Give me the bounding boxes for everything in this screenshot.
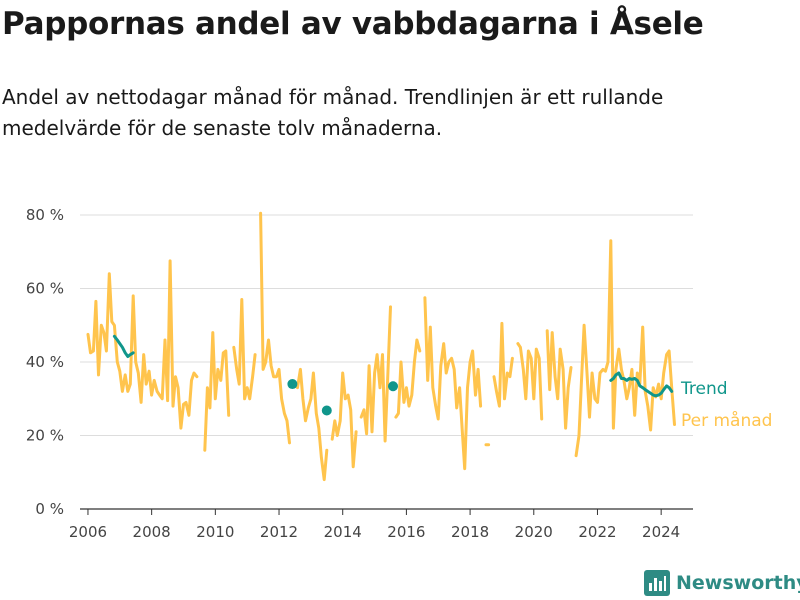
x-tick-label: 2006 bbox=[69, 523, 107, 541]
per-month-line bbox=[330, 371, 358, 469]
legend-per-month: Per månad bbox=[681, 410, 772, 431]
x-tick-label: 2012 bbox=[260, 523, 298, 541]
x-tick-label: 2024 bbox=[642, 523, 680, 541]
per-month-line bbox=[296, 367, 329, 482]
per-month-line bbox=[516, 342, 544, 421]
y-tick-label: 60 % bbox=[26, 280, 64, 298]
brand-name: Newsworthy bbox=[676, 572, 800, 594]
per-month-line bbox=[545, 329, 573, 430]
grid-lines bbox=[80, 214, 693, 436]
y-tick-label: 80 % bbox=[26, 206, 64, 224]
chart-title: Pappornas andel av vabbdagarna i Åsele bbox=[2, 6, 704, 42]
y-tick-label: 20 % bbox=[26, 427, 64, 445]
per-month-line bbox=[492, 321, 514, 408]
per-month-line bbox=[359, 305, 392, 443]
x-tick-label: 2016 bbox=[387, 523, 425, 541]
chart-series bbox=[86, 211, 676, 482]
y-tick-label: 40 % bbox=[26, 353, 64, 371]
newsworthy-logo-icon bbox=[644, 570, 670, 596]
brand-logo: Newsworthy bbox=[644, 570, 800, 596]
chart-subtitle: Andel av nettodagar månad för månad. Tre… bbox=[2, 85, 664, 140]
chart-legend: Trend Per månad bbox=[680, 379, 772, 431]
legend-trend: Trend bbox=[680, 379, 728, 399]
per-month-line bbox=[86, 259, 199, 430]
x-tick-label: 2008 bbox=[133, 523, 171, 541]
y-tick-label: 0 % bbox=[35, 500, 64, 518]
x-tick-label: 2014 bbox=[324, 523, 362, 541]
per-month-line bbox=[259, 211, 291, 445]
per-month-line bbox=[203, 331, 231, 452]
trend-point bbox=[287, 379, 298, 390]
chart-axes: 0 % 20 % 40 % 60 % 80 % 2006 2008 2010 2012 2014 2… bbox=[26, 206, 693, 541]
trend-line bbox=[609, 371, 674, 398]
x-tick-label: 2010 bbox=[196, 523, 234, 541]
trend-line bbox=[112, 334, 135, 358]
trend-point bbox=[321, 405, 332, 416]
x-tick-label: 2020 bbox=[515, 523, 553, 541]
per-month-line bbox=[423, 296, 483, 471]
x-tick-label: 2018 bbox=[451, 523, 489, 541]
per-month-line bbox=[232, 298, 257, 401]
trend-point bbox=[388, 381, 399, 392]
per-month-line bbox=[394, 338, 422, 419]
per-month-line bbox=[574, 239, 676, 458]
x-tick-label: 2022 bbox=[578, 523, 616, 541]
